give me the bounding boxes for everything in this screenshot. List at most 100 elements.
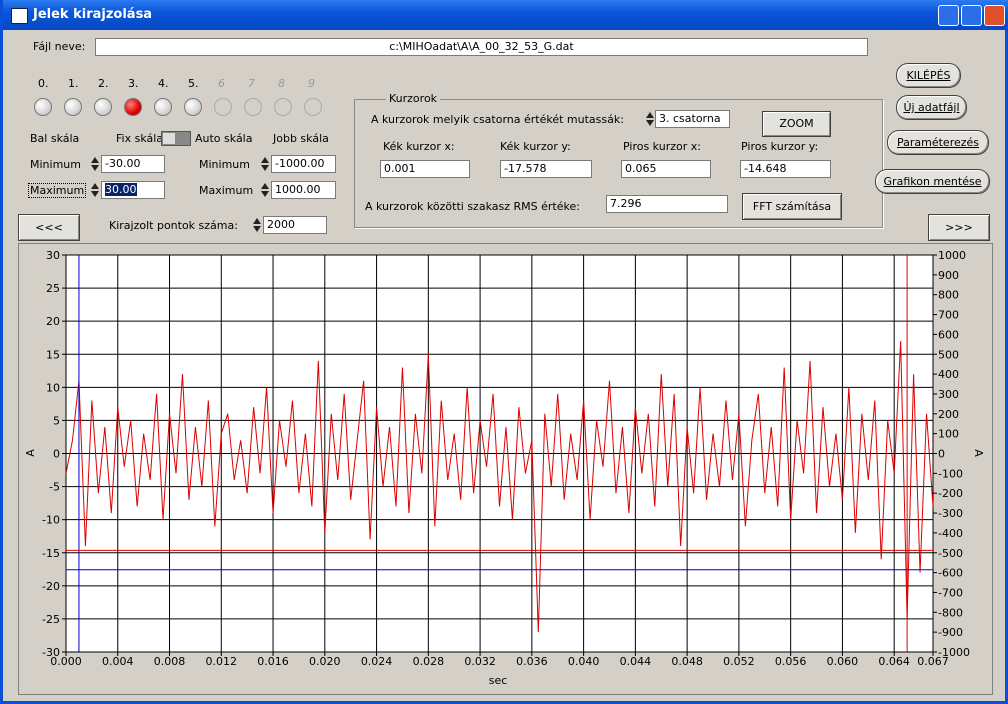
cursor-group: [354, 99, 883, 228]
rms-field[interactable]: 7.296: [606, 195, 728, 213]
scale-toggle[interactable]: [161, 131, 191, 146]
exit-button[interactable]: KILÉPÉS: [896, 63, 961, 88]
zoom-button[interactable]: ZOOM: [762, 111, 831, 137]
minimize-button[interactable]: [938, 5, 959, 26]
x-tick-label: 0.008: [154, 655, 186, 668]
channel-button[interactable]: [64, 98, 82, 116]
spinner[interactable]: [261, 181, 269, 199]
points-field[interactable]: 2000: [263, 216, 327, 234]
left-max-field[interactable]: 30.00: [101, 181, 165, 199]
red-y-field[interactable]: -14.648: [740, 160, 831, 178]
blue-x-label: Kék kurzor x:: [383, 140, 455, 153]
channel-label: 2.: [98, 77, 109, 90]
channel-button[interactable]: [34, 98, 52, 116]
right-min-field[interactable]: -1000.00: [271, 155, 336, 173]
new-file-button[interactable]: Új adatfájl: [896, 95, 967, 120]
signal-line: [65, 340, 934, 633]
x-tick-label: 0.060: [827, 655, 859, 668]
channel-field[interactable]: 3. csatorna: [655, 110, 730, 128]
y2-tick-label: 800: [938, 289, 959, 302]
channel-button[interactable]: [184, 98, 202, 116]
y-tick-label: 25: [46, 282, 60, 295]
y2-tick-label: -400: [938, 527, 963, 540]
y-axis-label: A: [24, 449, 37, 457]
y-tick-label: -15: [42, 547, 60, 560]
file-path[interactable]: c:\MIHOadat\A\A_00_32_53_G.dat: [95, 38, 868, 56]
channel-label: 3.: [128, 77, 139, 90]
y-tick-label: -10: [42, 514, 60, 527]
y2-tick-label: -300: [938, 507, 963, 520]
channel-button: [304, 98, 322, 116]
channel-button: [214, 98, 232, 116]
channel-label: 0.: [38, 77, 49, 90]
y2-tick-label: 900: [938, 269, 959, 282]
y-tick-label: -5: [49, 481, 60, 494]
settings-button[interactable]: Paraméterezés: [887, 130, 989, 155]
x-tick-label: 0.028: [413, 655, 445, 668]
title-bar: Jelek kirajzolása: [3, 0, 1008, 30]
channel-label: 8: [278, 77, 285, 90]
spinner[interactable]: [646, 110, 654, 128]
prev-button[interactable]: <<<: [18, 214, 80, 241]
x-tick-label: 0.016: [257, 655, 289, 668]
next-button[interactable]: >>>: [928, 214, 990, 241]
y-tick-label: 15: [46, 348, 60, 361]
auto-scale-label: Auto skála: [195, 132, 253, 145]
close-button[interactable]: [984, 5, 1005, 26]
group-title: Kurzorok: [386, 92, 441, 105]
x-tick-label: 0.032: [464, 655, 496, 668]
red-y-label: Piros kurzor y:: [741, 140, 819, 153]
left-scale-title: Bal skála: [30, 132, 80, 145]
right-max-label: Maximum: [199, 184, 254, 197]
x-tick-label: 0.040: [568, 655, 600, 668]
y2-tick-label: -900: [938, 626, 963, 639]
toggle-knob: [163, 133, 175, 144]
y2-tick-label: -100: [938, 467, 963, 480]
channel-button[interactable]: [94, 98, 112, 116]
y2-tick-label: 300: [938, 388, 959, 401]
red-x-label: Piros kurzor x:: [623, 140, 701, 153]
channel-label: 4.: [158, 77, 169, 90]
x-tick-label: 0.052: [723, 655, 755, 668]
y2-tick-label: -700: [938, 586, 963, 599]
left-min-field[interactable]: -30.00: [101, 155, 165, 173]
spinner[interactable]: [261, 155, 269, 173]
file-label: Fájl neve:: [33, 40, 86, 53]
x-tick-label: 0.036: [516, 655, 548, 668]
channel-button[interactable]: [154, 98, 172, 116]
window-title: Jelek kirajzolása: [33, 7, 153, 22]
red-x-field[interactable]: 0.065: [621, 160, 711, 178]
x-tick-label: 0.012: [206, 655, 238, 668]
left-min-label: Minimum: [30, 158, 81, 171]
spinner[interactable]: [91, 181, 99, 199]
channel-button[interactable]: [124, 98, 142, 116]
y2-tick-label: 500: [938, 348, 959, 361]
channel-label: 9: [308, 77, 315, 90]
right-min-label: Minimum: [199, 158, 250, 171]
x-tick-label: 0.004: [102, 655, 134, 668]
y2-tick-label: -500: [938, 547, 963, 560]
x-tick-label: 0.056: [775, 655, 807, 668]
save-chart-button[interactable]: Grafikon mentése: [875, 169, 990, 194]
y2-tick-label: 600: [938, 328, 959, 341]
left-max-label: Maximum: [28, 183, 87, 198]
maximize-button[interactable]: [961, 5, 982, 26]
y2-tick-label: 200: [938, 408, 959, 421]
y2-tick-label: -200: [938, 487, 963, 500]
fft-button[interactable]: FFT számítása: [742, 193, 842, 220]
right-max-field[interactable]: 1000.00: [271, 181, 336, 199]
channel-button: [274, 98, 292, 116]
blue-x-field[interactable]: 0.001: [380, 160, 470, 178]
chart: sec A A 0.000 0.004 0.008 0.012 0.016 0.020 0.…: [18, 243, 993, 695]
spinner[interactable]: [91, 155, 99, 173]
spinner[interactable]: [253, 216, 261, 234]
app-icon: [11, 8, 28, 24]
x-tick-label: 0.067: [917, 655, 949, 668]
y2-axis-label: A: [972, 449, 985, 457]
x-tick-label: 0.064: [878, 655, 910, 668]
selected-text: 30.00: [105, 183, 137, 196]
blue-y-field[interactable]: -17.578: [500, 160, 592, 178]
y2-tick-label: -600: [938, 567, 963, 580]
x-tick-label: 0.024: [361, 655, 393, 668]
y-tick-label: -30: [42, 646, 60, 659]
